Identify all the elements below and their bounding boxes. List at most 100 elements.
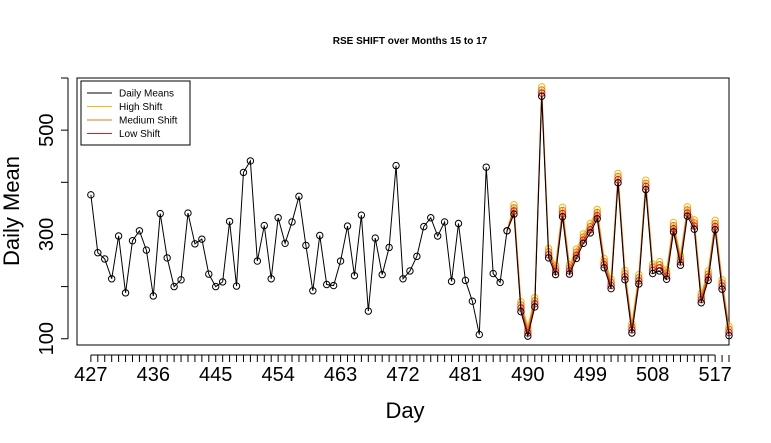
x-tick-label: 499 (574, 364, 607, 386)
daily-means-point (94, 248, 102, 257)
x-tick-label: 481 (449, 364, 482, 386)
x-tick-label: 427 (74, 364, 107, 386)
daily-means-point (565, 270, 574, 278)
daily-means-point (440, 218, 449, 226)
daily-means-point (392, 161, 400, 170)
daily-means-point (378, 270, 386, 279)
daily-means-point (246, 157, 255, 165)
daily-means-point (676, 261, 685, 269)
daily-means-point (531, 303, 539, 311)
daily-means-point (309, 287, 317, 295)
legend-label: High Shift (119, 102, 163, 113)
daily-means-point (205, 270, 213, 278)
daily-means-point (433, 232, 442, 240)
daily-means-point (725, 331, 733, 340)
daily-means-point (454, 219, 463, 228)
daily-means-point (107, 275, 116, 283)
daily-means-point (191, 240, 199, 248)
x-axis: 427 436 445 454 463 472 481 490 499 508 517 (74, 354, 732, 386)
daily-means-point (579, 239, 588, 248)
daily-means-point (274, 214, 282, 222)
daily-means-point (198, 235, 206, 243)
low-shift-point (725, 328, 733, 337)
y-tick-label: 300 (36, 218, 58, 251)
y-tick-label: 100 (36, 322, 58, 355)
daily-means-point (544, 254, 553, 262)
y-tick-label: 500 (36, 113, 58, 146)
daily-means-point (329, 281, 338, 290)
daily-means-point (600, 264, 608, 272)
daily-means-point (572, 254, 581, 263)
daily-means-point (468, 297, 477, 305)
legend-box (80, 80, 191, 146)
daily-means-point (170, 282, 178, 291)
daily-means-point (267, 275, 275, 283)
daily-means-point (711, 226, 719, 234)
daily-means-point (336, 257, 345, 265)
daily-means-point (655, 267, 664, 275)
daily-means-point (489, 269, 497, 278)
daily-means-point (184, 209, 192, 217)
daily-means-point (649, 269, 657, 278)
daily-means-line (90, 96, 730, 339)
daily-means-point (420, 222, 428, 231)
daily-means-point (496, 278, 504, 287)
daily-means-point (260, 221, 268, 230)
x-tick-label: 463 (324, 364, 357, 386)
daily-means-point (239, 168, 248, 177)
daily-means-point (558, 213, 567, 221)
legend-label: Daily Means (119, 89, 174, 100)
daily-means-point (607, 284, 615, 293)
daily-means-point (683, 212, 692, 220)
daily-means-point (343, 222, 352, 230)
daily-means-point (718, 285, 726, 293)
daily-means-point (385, 243, 393, 252)
daily-means-point (253, 257, 262, 265)
daily-means-point (350, 271, 359, 280)
daily-means-point (121, 289, 130, 297)
daily-means-point (635, 280, 643, 288)
series-daily-means (87, 92, 733, 340)
daily-means-point (156, 209, 164, 218)
daily-means-point (357, 211, 366, 219)
daily-means-point (323, 280, 331, 289)
daily-means-point (163, 254, 171, 262)
daily-means-point (135, 227, 144, 235)
daily-means-point (517, 307, 525, 316)
x-tick-label: 472 (386, 364, 419, 386)
daily-means-point (697, 299, 705, 307)
daily-means-point (586, 229, 594, 237)
x-tick-label: 454 (261, 364, 294, 386)
daily-means-point (621, 276, 629, 284)
daily-means-point (406, 267, 414, 275)
daily-means-point (288, 218, 296, 226)
daily-means-point (593, 215, 601, 223)
y-axis-title: Daily Mean (0, 156, 24, 266)
daily-means-point (149, 292, 157, 300)
daily-means-point (669, 228, 678, 236)
daily-means-point (225, 217, 234, 226)
daily-means-point (218, 278, 227, 286)
daily-means-point (364, 307, 373, 315)
chart-title: RSE SHIFT over Months 15 to 17 (333, 36, 488, 47)
daily-means-point (87, 191, 95, 199)
daily-means-point (524, 332, 532, 340)
daily-means-point (101, 255, 109, 263)
daily-means-point (295, 192, 303, 201)
daily-means-point (413, 252, 421, 261)
daily-means-point (399, 275, 407, 283)
y-axis: 100 300 500 (36, 77, 69, 355)
series-layer (87, 83, 733, 340)
plot-frame (76, 77, 730, 346)
daily-means-point (281, 239, 289, 248)
daily-means-point (177, 276, 185, 284)
x-tick-label: 517 (698, 364, 731, 386)
daily-means-point (447, 277, 456, 286)
daily-means-point (551, 270, 560, 279)
daily-means-point (114, 232, 123, 240)
daily-means-point (371, 234, 379, 242)
daily-means-point (503, 227, 511, 235)
legend: Daily Means High Shift Medium Shift Low Shi… (80, 80, 191, 146)
daily-means-point (662, 275, 671, 283)
